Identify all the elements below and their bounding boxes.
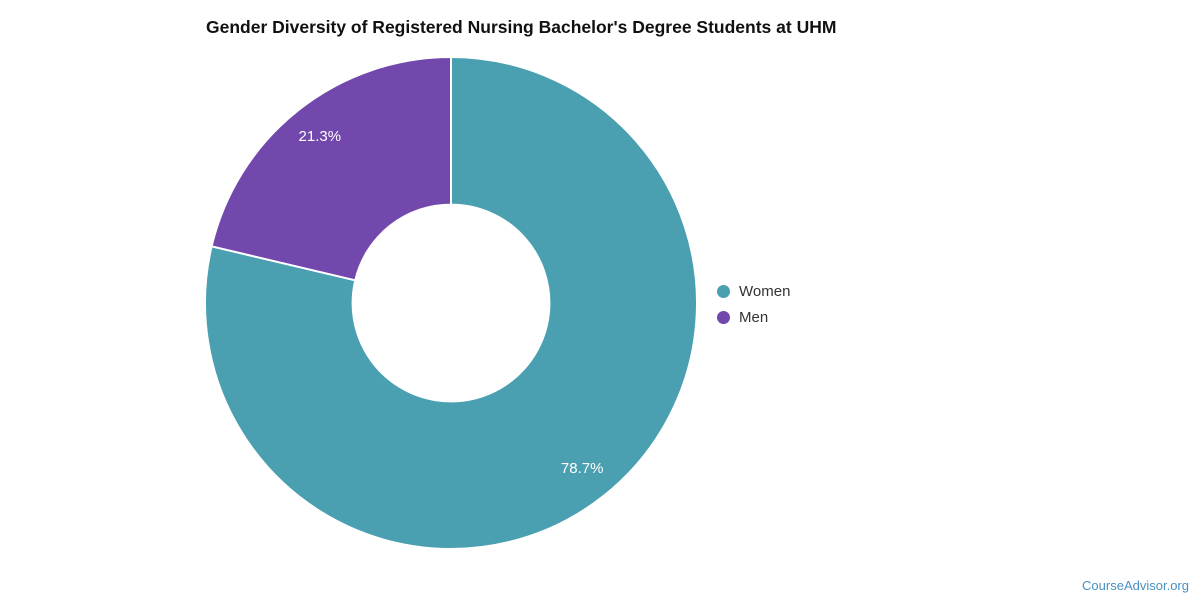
pie-slice-men[interactable] [210,56,452,282]
slice-label-men: 21.3% [299,128,342,145]
legend-item-men[interactable]: Men [717,304,790,330]
slice-label-women: 78.7% [561,460,604,477]
legend-marker-women-icon [717,284,730,298]
donut-chart: 78.7% 21.3% [201,53,701,553]
attribution-link[interactable]: CourseAdvisor.org [1082,578,1189,593]
legend-marker-men-icon [717,310,730,324]
chart-title: Gender Diversity of Registered Nursing B… [206,17,837,37]
legend-label-women: Women [739,282,791,300]
pie-slice-women[interactable] [204,56,698,550]
legend-label-men: Men [739,308,769,326]
legend-item-women[interactable]: Women [717,278,790,304]
donut-svg: 78.7% 21.3% [204,56,698,550]
legend: Women Men [717,278,790,330]
